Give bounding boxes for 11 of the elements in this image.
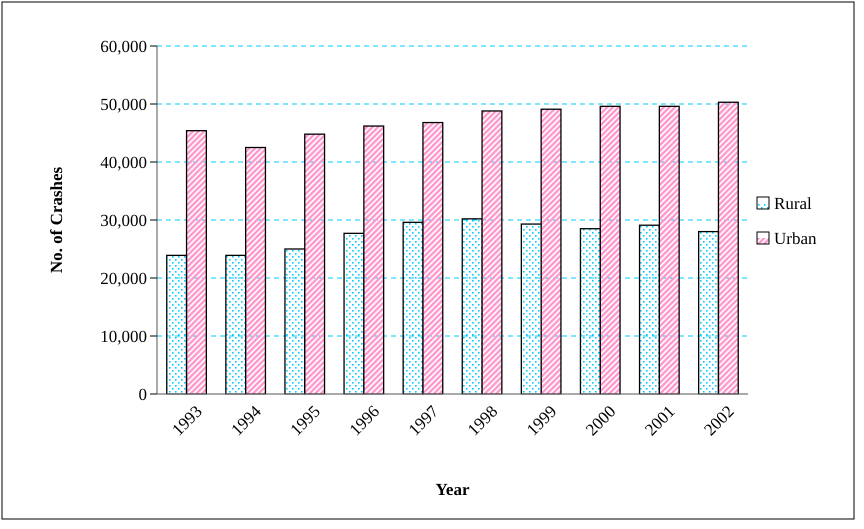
y-axis-title: No. of Crashes bbox=[47, 166, 66, 274]
y-tick-label: 0 bbox=[138, 384, 147, 404]
y-tick-label: 40,000 bbox=[100, 152, 147, 172]
y-tick-label: 20,000 bbox=[100, 268, 147, 288]
y-tick-label: 10,000 bbox=[100, 326, 147, 346]
y-tick-label: 30,000 bbox=[100, 210, 147, 230]
legend-label: Urban bbox=[774, 228, 817, 248]
legend-label: Rural bbox=[774, 194, 812, 213]
y-tick-label: 50,000 bbox=[100, 94, 147, 114]
y-tick-label: 60,000 bbox=[100, 36, 147, 56]
x-axis-title: Year bbox=[436, 480, 470, 499]
